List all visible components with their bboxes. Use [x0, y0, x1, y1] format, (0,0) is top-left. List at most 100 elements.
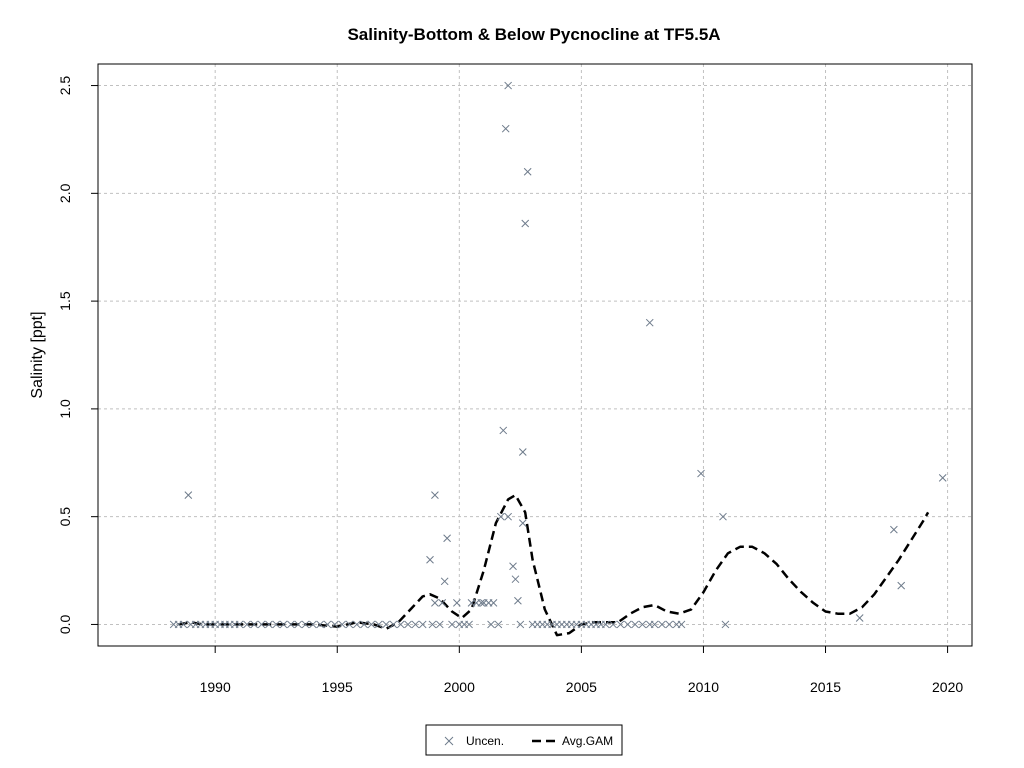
data-point: [616, 620, 625, 629]
data-point: [294, 620, 303, 629]
y-tick-label: 2.0: [57, 183, 73, 203]
data-point: [623, 620, 632, 629]
data-point: [518, 448, 527, 456]
data-point: [501, 124, 510, 133]
x-tick-label: 2020: [932, 679, 963, 695]
data-point: [411, 620, 420, 629]
data-point: [272, 620, 281, 629]
data-point: [496, 512, 505, 521]
data-point: [719, 512, 727, 521]
legend-box: [425, 724, 623, 756]
y-tick-label: 1.5: [57, 291, 73, 311]
data-point: [658, 620, 666, 629]
points-layer: [169, 81, 947, 629]
data-point: [435, 620, 444, 629]
data-point: [418, 620, 427, 629]
x-tick-label: 1995: [322, 679, 353, 695]
data-point: [308, 620, 317, 629]
data-point: [374, 620, 383, 629]
data-point: [396, 620, 405, 629]
data-point: [179, 620, 188, 629]
data-point: [323, 620, 332, 629]
x-tick-label: 1990: [200, 679, 231, 695]
data-point: [426, 555, 434, 564]
grid-lines: [98, 64, 972, 646]
data-point: [938, 474, 947, 482]
data-point: [638, 620, 647, 629]
data-point: [465, 620, 473, 629]
data-point: [504, 512, 512, 521]
data-point: [453, 599, 461, 607]
data-point: [521, 219, 530, 228]
data-point: [440, 577, 449, 586]
gam-line: [178, 493, 930, 637]
data-point: [431, 491, 439, 499]
legend-label-avg-gam: Avg.GAM: [562, 734, 613, 748]
data-point: [631, 620, 639, 629]
data-point: [499, 426, 508, 435]
data-point: [523, 167, 532, 176]
y-tick-label: 2.5: [57, 76, 73, 96]
data-point: [404, 620, 412, 629]
gam-line-layer: [178, 493, 930, 637]
data-point: [665, 620, 674, 629]
x-tick-label: 2010: [688, 679, 719, 695]
data-point: [243, 620, 251, 629]
data-point: [650, 620, 659, 629]
data-point: [428, 620, 437, 629]
data-point: [316, 620, 325, 629]
data-point: [448, 620, 456, 629]
data-point: [235, 620, 244, 629]
data-point: [890, 525, 898, 534]
data-point: [514, 596, 522, 605]
data-point: [516, 620, 525, 629]
data-point: [345, 620, 354, 629]
legend-label-uncen: Uncen.: [466, 734, 504, 748]
data-point: [382, 620, 390, 629]
data-point: [330, 620, 339, 629]
data-point: [855, 614, 864, 622]
data-point: [677, 620, 686, 629]
data-point: [184, 491, 193, 499]
x-axis: 1990 1995 2000 2005 2010 2015 2020: [200, 646, 963, 695]
data-point: [301, 620, 310, 629]
data-point: [352, 620, 361, 629]
data-point: [360, 620, 368, 629]
data-point: [489, 599, 498, 607]
data-point: [431, 599, 439, 607]
data-point: [338, 620, 346, 629]
data-point: [265, 620, 273, 629]
x-tick-label: 2005: [566, 679, 597, 695]
data-point: [250, 620, 259, 629]
data-point: [279, 620, 288, 629]
data-point: [897, 581, 906, 590]
data-point: [601, 620, 610, 629]
data-point: [518, 519, 527, 527]
data-point: [257, 620, 266, 629]
data-point: [511, 575, 520, 584]
plot-frame: [97, 63, 973, 647]
x-tick-label: 2000: [444, 679, 475, 695]
data-point: [697, 469, 705, 478]
y-tick-label: 0.0: [57, 615, 73, 635]
legend-x-marker-icon: [444, 736, 454, 746]
y-axis: 0.0 0.5 1.0 1.5 2.0 2.5: [57, 76, 98, 635]
data-point: [609, 620, 617, 629]
y-tick-label: 1.0: [57, 399, 73, 419]
data-point: [509, 562, 517, 571]
data-point: [477, 599, 486, 607]
data-point: [645, 318, 654, 327]
chart-title: Salinity-Bottom & Below Pycnocline at TF…: [347, 25, 720, 44]
data-point: [438, 599, 447, 607]
legend: Uncen. Avg.GAM: [425, 724, 623, 756]
data-point: [443, 534, 451, 543]
data-point: [721, 620, 730, 629]
data-point: [287, 620, 295, 629]
y-tick-label: 0.5: [57, 507, 73, 527]
data-point: [367, 620, 376, 629]
data-point: [487, 620, 495, 629]
data-point: [504, 81, 512, 90]
x-tick-label: 2015: [810, 679, 841, 695]
y-axis-label: Salinity [ppt]: [29, 311, 46, 398]
